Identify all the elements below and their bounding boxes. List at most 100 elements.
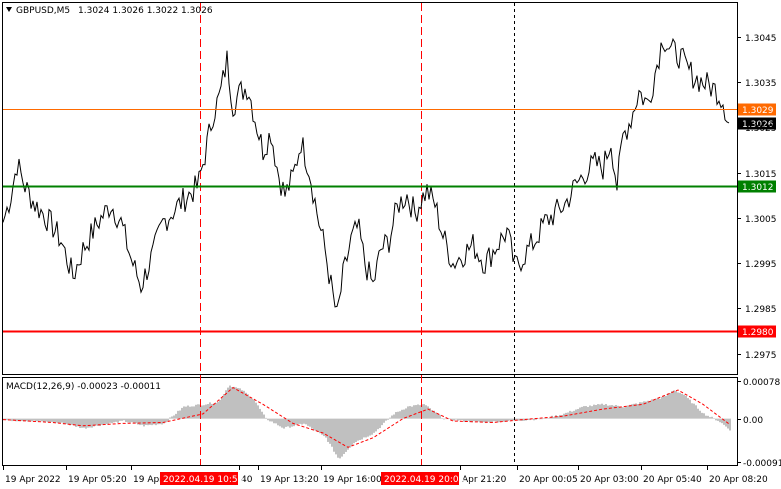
macd-bar [509,418,511,420]
macd-bar [709,417,711,419]
macd-bar [669,392,671,419]
macd-bar [619,406,621,419]
macd-bar [517,418,519,421]
macd-bar [49,418,51,423]
macd-bar [599,404,601,419]
macd-bar [41,418,43,422]
macd-bar [93,418,95,427]
macd-bar [155,418,157,426]
macd-bar [487,418,489,422]
macd-bar [207,404,209,419]
macd-bar [561,415,563,419]
macd-bar [101,418,103,425]
macd-bar [55,418,57,423]
price-line [2,37,730,308]
macd-bar [429,408,431,419]
macd-bar [377,418,379,430]
macd-bar [97,418,99,426]
macd-bar [51,418,53,422]
macd-bar [481,418,483,423]
macd-bar [639,402,641,419]
y-tick-label: 1.2975 [745,351,777,361]
macd-bar [385,418,387,421]
macd-bar [295,418,297,425]
dropdown-triangle-icon[interactable] [6,7,12,12]
macd-bar [543,418,545,419]
macd-bar [301,418,303,425]
macd-bar [437,413,439,419]
macd-title: MACD(12,26,9) -0.00023 -0.00011 [6,382,161,392]
macd-bar [247,394,249,419]
macd-bar [665,395,667,419]
macd-bar [467,418,469,421]
macd-bar [129,418,131,423]
macd-bar [475,418,477,422]
macd-bar [311,418,313,429]
macd-bar [341,418,343,457]
macd-bar [345,418,347,452]
macd-bar [621,407,623,419]
current-price-tag [738,117,776,130]
macd-bar [287,418,289,427]
macd-bar [411,406,413,419]
macd-bar [359,418,361,440]
macd-bar [229,385,231,419]
y-tick-label: 1.2985 [745,305,777,315]
macd-bar [239,388,241,419]
macd-bar [721,418,723,424]
macd-bar [147,418,149,426]
macd-bar [381,418,383,426]
vertical-gridlines [200,3,515,465]
macd-bar [597,404,599,419]
macd-bar [277,418,279,426]
macd-bar [549,417,551,419]
macd-bar [95,418,97,426]
macd-bar [583,406,585,419]
macd-bar [145,418,147,425]
macd-bar [71,418,73,425]
macd-bar [667,393,669,419]
macd-bar [153,418,155,425]
macd-bar [263,414,265,419]
macd-bar [305,418,307,425]
macd-bar [659,398,661,419]
macd-bar [501,418,503,421]
macd-bar [307,418,309,426]
time-x-axis: 19 Apr 2022 19 Apr 05:20 19 Apr 40 19 Apr 13… [3,466,768,485]
macd-bar [717,418,719,421]
macd-bar [373,418,375,433]
macd-bar [701,412,703,419]
macd-bar [715,418,717,421]
red-level-label: 1.2980 [742,328,774,338]
macd-bar [651,399,653,419]
macd-bar [469,418,471,423]
macd-bar [711,416,713,419]
macd-bar [293,418,295,427]
macd-bar [297,418,299,424]
macd-bar [655,398,657,419]
macd-bar [633,403,635,419]
x-tick-label: 20 Apr 08:20 [709,475,768,485]
macd-bar [439,414,441,419]
x-tick-label: 19 Apr 2022 [5,475,61,485]
macd-bar [191,406,193,419]
green-level-label: 1.3012 [742,183,774,193]
macd-bar [463,418,465,422]
red-level-tag [738,325,776,338]
macd-bar [163,418,165,424]
macd-bar [279,418,281,427]
macd-bar [151,418,153,426]
macd-bar [161,418,163,425]
macd-bar [557,416,559,419]
macd-bar [189,406,191,419]
macd-bar [649,401,651,419]
macd-bar [635,403,637,419]
macd-bar [61,418,63,423]
macd-bar [203,405,205,419]
macd-bar [125,418,127,423]
macd-bar [261,411,263,419]
macd-bar [299,418,301,424]
macd-bar [451,418,453,421]
macd-bar [713,418,715,419]
macd-bar [657,398,659,419]
